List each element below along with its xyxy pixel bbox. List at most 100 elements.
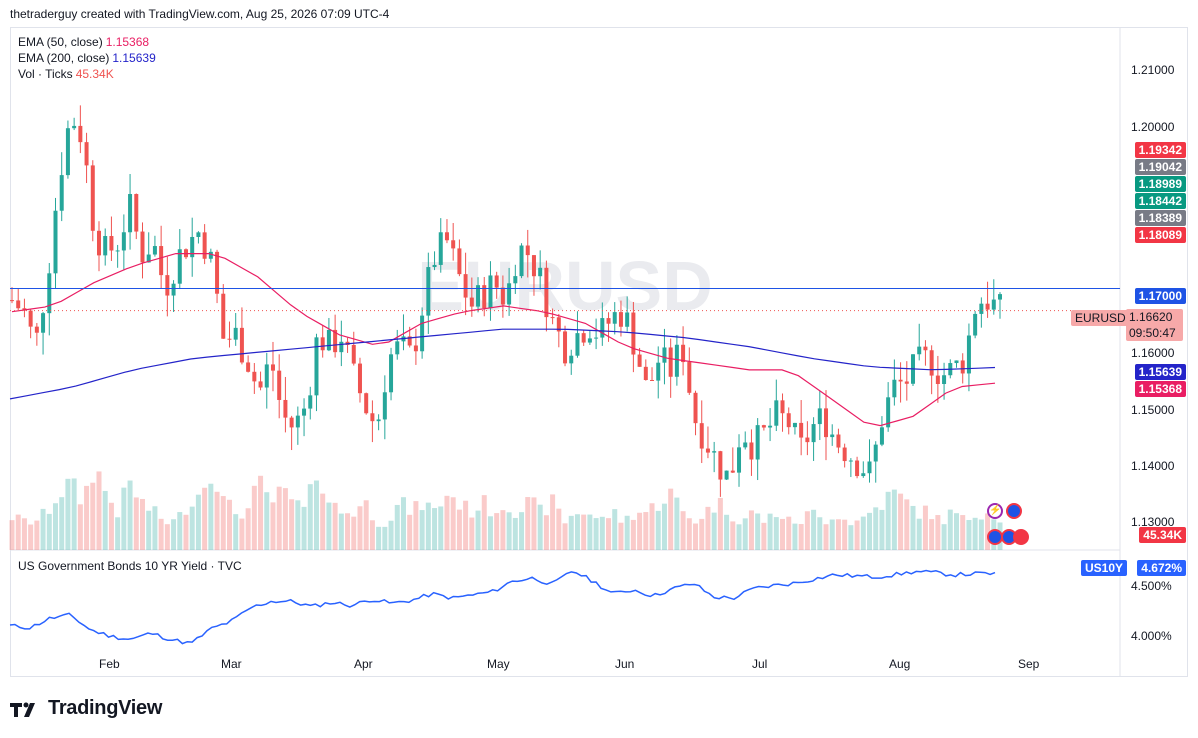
horizontal-line-label[interactable]: 1.17000 bbox=[1134, 288, 1186, 304]
economic-event-icon[interactable] bbox=[1006, 503, 1022, 519]
volume-bar bbox=[699, 518, 705, 550]
volume-bar bbox=[46, 513, 52, 550]
volume-bar bbox=[649, 503, 655, 550]
yield-tick: 4.000% bbox=[1131, 629, 1172, 643]
volume-bar bbox=[239, 518, 245, 550]
legend-ema50[interactable]: EMA (50, close) 1.15368 bbox=[18, 35, 150, 49]
candle-body bbox=[618, 312, 623, 327]
volume-bar bbox=[674, 497, 680, 550]
volume-bar bbox=[941, 524, 947, 550]
candle-body bbox=[892, 379, 897, 398]
candle-body bbox=[270, 364, 275, 371]
volume-bar bbox=[307, 484, 313, 550]
candle-body bbox=[730, 470, 735, 473]
symbol-watermark: EURUSD bbox=[417, 247, 713, 325]
volume-bar bbox=[400, 497, 406, 550]
candle-body bbox=[389, 354, 394, 393]
volume-bar bbox=[680, 511, 686, 550]
volume-bar bbox=[444, 495, 450, 550]
volume-bar bbox=[618, 522, 624, 550]
candle-body bbox=[848, 460, 853, 462]
volume-bar bbox=[612, 509, 618, 550]
tradingview-logo[interactable]: TradingView bbox=[10, 697, 162, 720]
candle-body bbox=[712, 451, 717, 453]
time-tick: Jul bbox=[752, 657, 768, 671]
candle-body bbox=[637, 354, 642, 367]
candle-body bbox=[824, 408, 829, 438]
candle-body bbox=[339, 341, 344, 353]
candle-body bbox=[227, 338, 232, 340]
candle-body bbox=[643, 366, 648, 380]
us10y-yield-line bbox=[9, 569, 996, 645]
candle-body bbox=[239, 327, 244, 363]
candle-body bbox=[966, 335, 971, 374]
volume-bar bbox=[15, 514, 21, 550]
candle-body bbox=[656, 362, 661, 381]
candle-body bbox=[121, 232, 126, 251]
candle-body bbox=[600, 318, 605, 338]
volume-bar bbox=[954, 513, 960, 550]
candle-body bbox=[320, 337, 325, 351]
volume-bar bbox=[966, 519, 972, 550]
legend-volume[interactable]: Vol · Ticks 45.34K bbox=[18, 67, 114, 81]
ema-lines bbox=[9, 253, 996, 427]
candle-body bbox=[935, 375, 940, 385]
volume-bar bbox=[786, 516, 792, 550]
candle-body bbox=[507, 283, 512, 305]
volume-bar bbox=[736, 524, 742, 550]
volume-bar bbox=[413, 501, 419, 550]
candle-body bbox=[28, 310, 33, 327]
legend-ema200[interactable]: EMA (200, close) 1.15639 bbox=[18, 51, 156, 65]
candle-body bbox=[836, 434, 841, 448]
candle-body bbox=[979, 303, 984, 314]
volume-bar bbox=[792, 523, 798, 550]
candle-body bbox=[923, 346, 928, 351]
candle-body bbox=[587, 338, 592, 343]
volume-bar bbox=[382, 526, 388, 550]
volume-bar bbox=[829, 519, 835, 550]
candle-body bbox=[625, 312, 630, 327]
candle-body bbox=[53, 210, 58, 274]
volume-bar bbox=[177, 512, 183, 550]
volume-bar bbox=[84, 485, 90, 550]
candle-body bbox=[531, 255, 536, 277]
volume-bar bbox=[848, 525, 854, 550]
candle-body bbox=[395, 341, 400, 355]
chart-frame[interactable] bbox=[10, 27, 1188, 677]
candle-body bbox=[72, 125, 77, 129]
candle-body bbox=[886, 397, 891, 428]
candle-body bbox=[563, 331, 568, 364]
candle-body bbox=[308, 395, 313, 409]
economic-event-icon[interactable] bbox=[1013, 529, 1029, 545]
volume-bar bbox=[289, 499, 295, 550]
candle-body bbox=[90, 165, 95, 231]
candle-body bbox=[687, 362, 692, 393]
volume-bar bbox=[432, 508, 438, 550]
candle-body bbox=[581, 333, 586, 343]
time-tick: Feb bbox=[99, 657, 120, 671]
candle-body bbox=[84, 142, 89, 166]
candle-body bbox=[942, 375, 947, 385]
volume-bar bbox=[301, 506, 307, 550]
candle-body bbox=[413, 345, 418, 352]
volume-bar bbox=[972, 517, 978, 550]
volume-bar bbox=[742, 518, 748, 550]
price-label: 1.19042 bbox=[1134, 159, 1186, 175]
lower-pane-legend[interactable]: US Government Bonds 10 YR Yield · TVC bbox=[18, 559, 242, 573]
lightning-event-icon[interactable]: ⚡ bbox=[987, 503, 1003, 519]
candle-body bbox=[202, 232, 207, 259]
chart-legend: EMA (50, close) 1.15368 EMA (200, close) 1… bbox=[18, 34, 156, 82]
volume-bar bbox=[90, 482, 96, 550]
volume-bar bbox=[52, 503, 58, 550]
volume-bar bbox=[202, 487, 208, 550]
candle-body bbox=[550, 317, 555, 319]
volume-bar bbox=[34, 520, 40, 550]
volume-bar bbox=[171, 519, 177, 550]
candle-body bbox=[556, 317, 561, 332]
volume-bar bbox=[655, 510, 661, 550]
candle-body bbox=[457, 248, 462, 275]
candle-body bbox=[718, 451, 723, 480]
current-price-label: 1.16620 09:50:47 bbox=[1126, 309, 1183, 341]
candle-body bbox=[463, 274, 468, 298]
